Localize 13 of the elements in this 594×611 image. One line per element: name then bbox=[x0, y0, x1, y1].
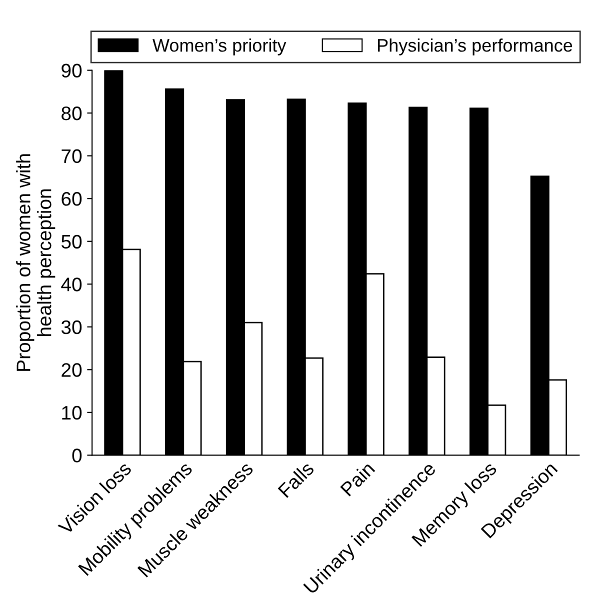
y-tick-label: 40 bbox=[61, 278, 82, 292]
legend-label: Physician’s performance bbox=[378, 38, 572, 56]
y-tick-label: 0 bbox=[72, 448, 82, 462]
y-tick-label: 60 bbox=[62, 192, 82, 206]
y-tick-label: 90 bbox=[62, 64, 82, 78]
y-axis-title: Proportion of women with health perception bbox=[16, 154, 56, 371]
y-tick-label: 30 bbox=[61, 320, 82, 334]
legend-label: Women’s priority bbox=[152, 38, 286, 56]
y-tick-label: 70 bbox=[62, 149, 82, 164]
y-tick-label: 80 bbox=[62, 106, 82, 120]
y-tick-label: 20 bbox=[62, 363, 82, 377]
y-tick-label: 50 bbox=[62, 234, 82, 249]
y-tick-label: 10 bbox=[62, 406, 82, 420]
